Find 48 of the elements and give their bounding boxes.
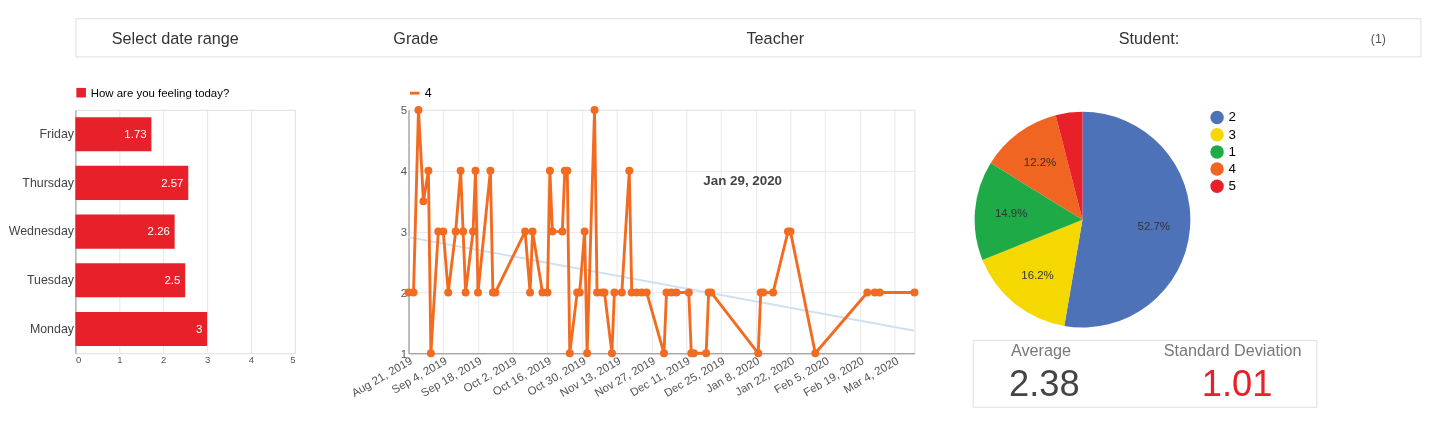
bar [75,165,189,200]
data-label: 2.57 [161,176,184,189]
text: Student: [1118,29,1180,48]
data-label: 2.26 [147,225,170,238]
bar [75,311,208,346]
data-label: 2.5 [164,274,181,287]
data-label: 52.7% [1137,219,1171,232]
bar [75,214,175,249]
text: 1.01 [1201,363,1273,405]
x-tick-label: 1 [117,354,123,366]
data-label: 12.2% [1023,155,1057,168]
legend-label: 5 [1228,178,1236,194]
x-tick-label: 4 [248,354,255,366]
y-tick-label: Tuesday [26,273,75,288]
y-tick-label: 3 [400,225,408,238]
annotation: Jan 29, 2020 [703,173,783,189]
y-tick-label: 5 [400,104,408,117]
pie-slice [990,115,1083,220]
x-tick-label: 0 [75,354,82,366]
text: Standard Deviation [1163,341,1302,360]
data-label: 3 [196,322,203,335]
legend-label: 3 [1228,126,1236,142]
text: Grade [393,29,439,48]
text: (1) [1370,32,1386,47]
y-tick-label: Monday [29,321,75,336]
legend-label: 2 [1228,109,1236,125]
data-label: 14.9% [994,207,1028,220]
legend-label: 4 [424,86,432,100]
x-tick-label: 2 [161,354,167,366]
data-label: 1.73 [124,128,147,141]
text: Average [1010,341,1072,360]
legend-label: How are you feeling today? [90,86,230,99]
pie-slice [982,219,1083,326]
legend-label: 4 [1228,160,1237,176]
text: Select date range [111,29,239,48]
bar [75,263,186,298]
text: 2.38 [1008,363,1080,405]
x-tick-label: 3 [204,354,211,366]
x-tick-label: 5 [290,354,296,366]
text: Teacher [746,29,805,48]
bar [75,117,152,152]
data-label: 16.2% [1021,269,1054,282]
y-tick-label: Friday [39,127,75,142]
y-tick-label: 4 [400,165,408,178]
pie-slice [1064,111,1191,328]
legend-label: 1 [1228,143,1236,159]
y-tick-label: Thursday [22,175,75,190]
y-tick-label: Wednesday [8,224,75,239]
